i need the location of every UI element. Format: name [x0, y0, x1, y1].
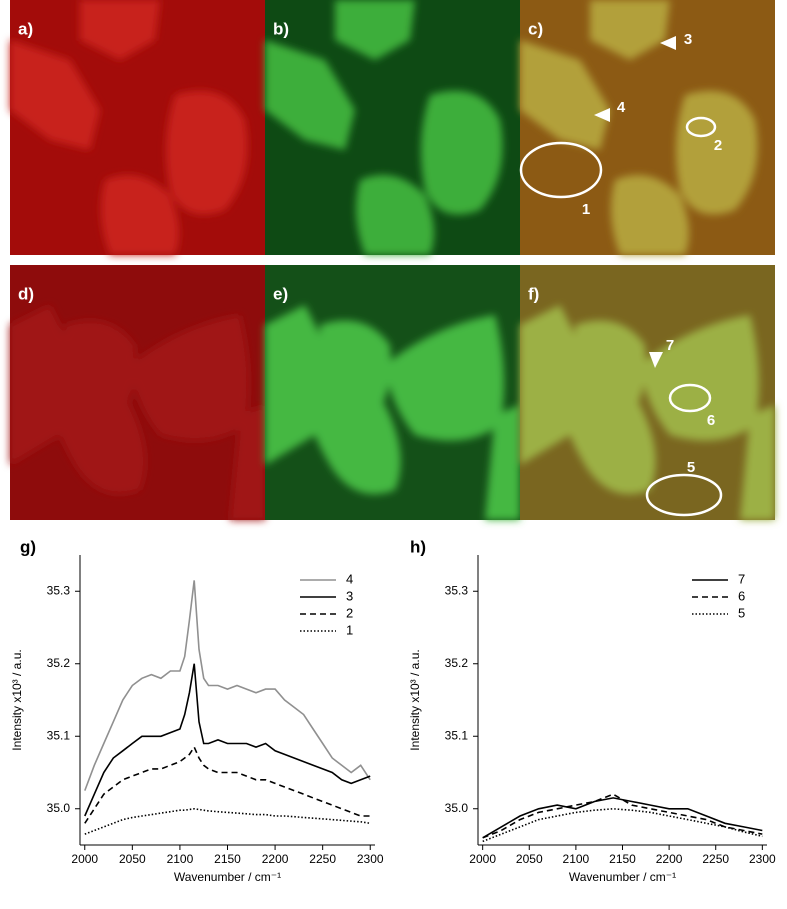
x-tick-label: 2200 — [262, 852, 289, 866]
panel-b: b) — [265, 0, 520, 255]
panel-label: d) — [18, 284, 34, 303]
annotation: 3 — [684, 31, 692, 48]
panel-f: f) 5 6 7 — [520, 265, 775, 520]
panel-label: b) — [273, 19, 289, 38]
y-tick-label: 35.1 — [47, 728, 71, 742]
annotation: 4 — [617, 99, 626, 116]
series-line — [84, 807, 371, 835]
panel-e: e) — [265, 265, 520, 520]
x-tick-label: 2200 — [656, 852, 683, 866]
annotation: 1 — [582, 201, 590, 218]
series-line — [84, 745, 371, 824]
y-tick-label: 35.3 — [47, 583, 71, 597]
legend-label: 4 — [346, 571, 353, 586]
annotation: 2 — [714, 137, 722, 154]
arrowhead — [594, 108, 610, 122]
x-axis-label: Wavenumber / cm⁻¹ — [174, 870, 281, 884]
series-line — [482, 807, 763, 843]
legend-label: 2 — [346, 605, 353, 620]
x-tick-label: 2050 — [516, 852, 543, 866]
x-axis-label: Wavenumber / cm⁻¹ — [569, 870, 676, 884]
annotation: 7 — [666, 337, 674, 354]
y-tick-label: 35.0 — [445, 801, 469, 815]
legend-label: 7 — [738, 571, 745, 586]
series-line — [84, 580, 371, 791]
y-tick-label: 35.1 — [445, 728, 469, 742]
roi — [519, 141, 603, 199]
legend-label: 3 — [346, 588, 353, 603]
x-tick-label: 2000 — [469, 852, 496, 866]
panel-label: h) — [410, 537, 426, 556]
panel-a: a) — [10, 0, 265, 255]
legend-label: 6 — [738, 588, 745, 603]
arrowhead — [649, 352, 663, 368]
y-axis-label: Intensity x10³ / a.u. — [408, 649, 422, 750]
roi — [685, 116, 717, 138]
roi — [668, 383, 712, 413]
legend-label: 1 — [346, 622, 353, 637]
y-tick-label: 35.2 — [47, 656, 71, 670]
x-tick-label: 2250 — [309, 852, 336, 866]
panel-label: c) — [528, 19, 543, 38]
annotation: 5 — [687, 459, 695, 476]
x-tick-label: 2250 — [702, 852, 729, 866]
panel-label: a) — [18, 19, 33, 38]
panel-label: e) — [273, 284, 288, 303]
y-axis-label: Intensity x10³ / a.u. — [10, 649, 24, 750]
x-tick-label: 2150 — [214, 852, 241, 866]
y-tick-label: 35.3 — [445, 583, 469, 597]
x-tick-label: 2300 — [749, 852, 776, 866]
x-tick-label: 2300 — [357, 852, 384, 866]
panel-d: d) — [10, 265, 265, 520]
panel-label: g) — [20, 537, 36, 556]
arrowhead — [660, 36, 676, 50]
x-tick-label: 2000 — [71, 852, 98, 866]
panel-label: f) — [528, 284, 539, 303]
y-tick-label: 35.0 — [47, 801, 71, 815]
x-tick-label: 2050 — [119, 852, 146, 866]
panel-c: c) 1 2 3 4 — [519, 0, 775, 255]
series-line — [482, 793, 763, 839]
series-line — [84, 663, 371, 817]
legend-label: 5 — [738, 605, 745, 620]
annotation: 6 — [707, 412, 715, 429]
x-tick-label: 2100 — [167, 852, 194, 866]
x-tick-label: 2150 — [609, 852, 636, 866]
roi — [645, 473, 723, 517]
series-line — [482, 797, 763, 839]
y-tick-label: 35.2 — [445, 656, 469, 670]
x-tick-label: 2100 — [563, 852, 590, 866]
